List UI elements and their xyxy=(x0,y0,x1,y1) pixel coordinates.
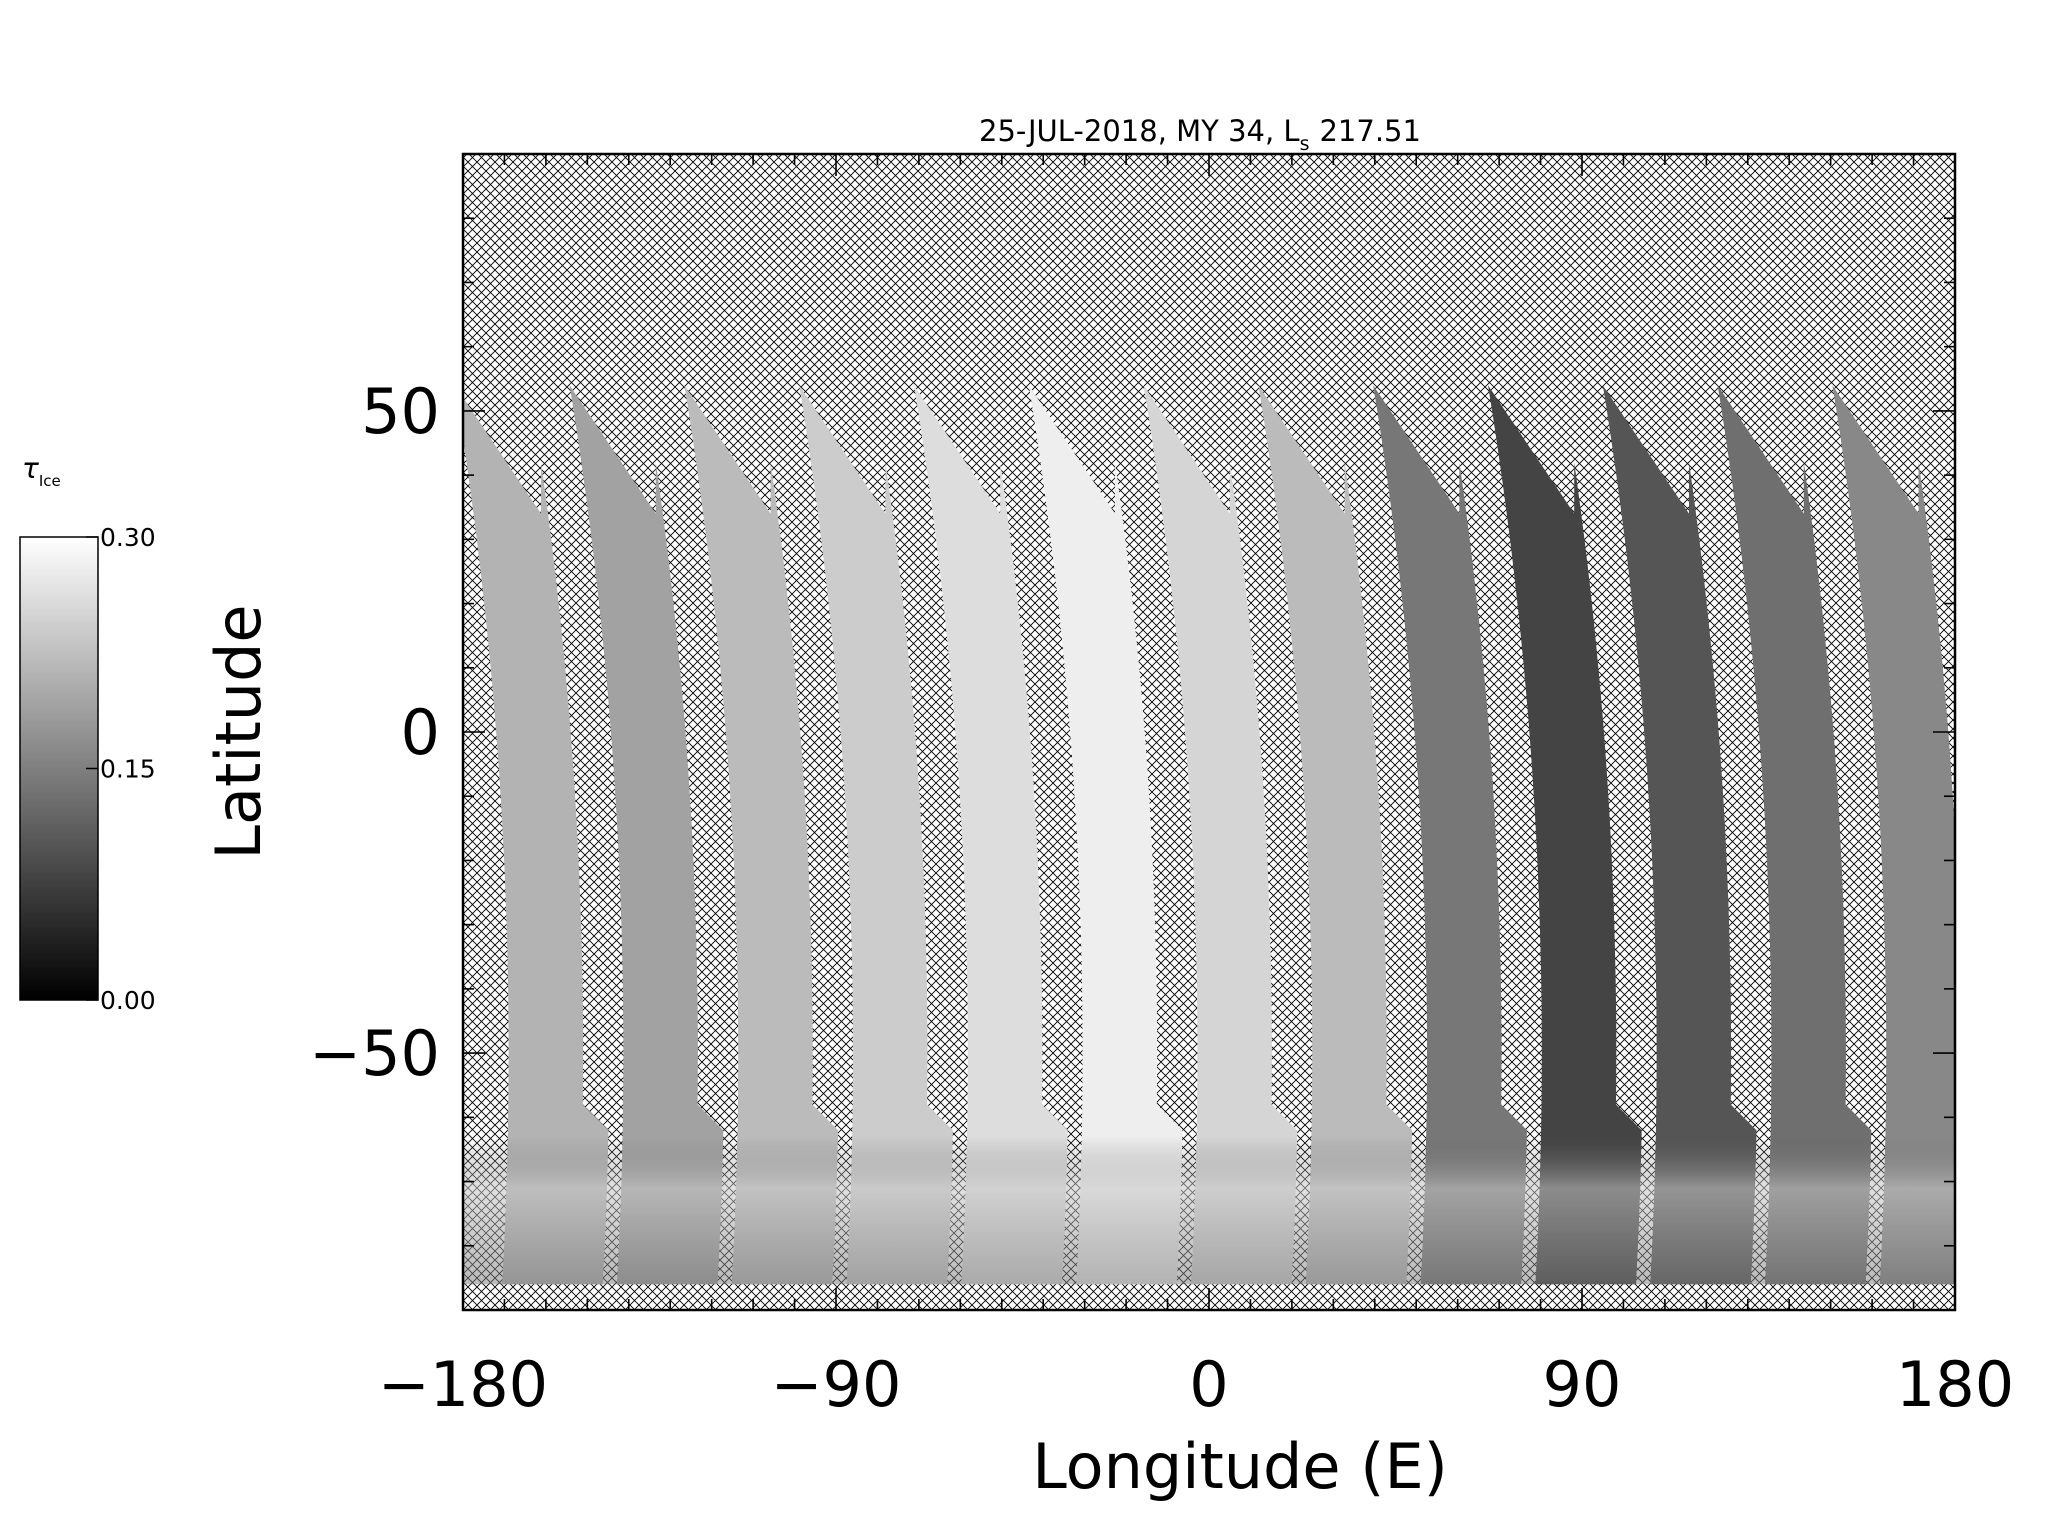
x-tick-label: 90 xyxy=(1543,1348,1622,1421)
x-tick-label: 180 xyxy=(1896,1348,2014,1421)
plot-area: −180 −90 0 90 180 −50 0 50 xyxy=(309,152,2014,1421)
chart-title-subscript: s xyxy=(1300,133,1310,155)
colorbar-tick-label: 0.30 xyxy=(100,523,156,552)
orbit-swath xyxy=(463,397,609,1285)
chart-title-main: 25-JUL-2018, MY 34, L xyxy=(979,114,1300,148)
south-polar-band xyxy=(463,1136,1955,1285)
colorbar: τIce 0.00 0.15 0.30 xyxy=(19,452,156,1015)
orbit-swath xyxy=(684,385,839,1285)
colorbar-label-main: τ xyxy=(22,452,39,485)
chart-title-value: 217.51 xyxy=(1319,114,1420,148)
orbit-swath xyxy=(569,385,724,1285)
orbit-swath xyxy=(1832,385,1955,1285)
orbit-swath xyxy=(1602,385,1757,1285)
colorbar-label: τIce xyxy=(22,452,61,490)
orbit-swath xyxy=(1258,385,1413,1285)
chart-title: 25-JUL-2018, MY 34, Ls 217.51 xyxy=(979,114,1421,155)
x-tick-label: −90 xyxy=(771,1348,902,1421)
orbit-swath xyxy=(1488,385,1642,1285)
colorbar-ticks: 0.00 0.15 0.30 xyxy=(86,523,156,1015)
y-tick-label: −50 xyxy=(309,1017,440,1090)
y-axis-label: Latitude xyxy=(202,604,275,859)
colorbar-label-subscript: Ice xyxy=(39,472,61,490)
x-tick-label: 0 xyxy=(1189,1348,1228,1421)
orbit-swath xyxy=(799,385,953,1285)
orbit-swath xyxy=(1028,385,1183,1285)
orbit-swath xyxy=(1373,385,1527,1285)
swath-layer xyxy=(463,385,1955,1285)
y-tick-label: 0 xyxy=(401,696,440,769)
y-tick-label: 50 xyxy=(361,375,440,448)
colorbar-tick-label: 0.00 xyxy=(100,986,156,1015)
orbit-swath xyxy=(1717,385,1872,1285)
tick-layer: −180 −90 0 90 180 −50 0 50 xyxy=(309,153,2014,1421)
orbit-swath xyxy=(1143,385,1298,1285)
x-axis-label: Longitude (E) xyxy=(1032,1430,1448,1503)
orbit-swath xyxy=(914,385,1068,1285)
colorbar-gradient xyxy=(19,536,99,1001)
colorbar-tick-label: 0.15 xyxy=(100,755,156,784)
x-tick-label: −180 xyxy=(378,1348,548,1421)
